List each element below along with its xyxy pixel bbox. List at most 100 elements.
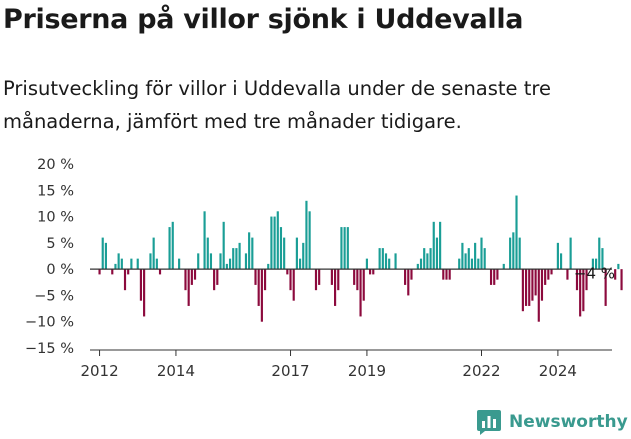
chart-title: Priserna på villor sjönk i Uddevalla <box>3 4 524 35</box>
bar-113 <box>458 258 461 270</box>
chart-subtitle: Prisutveckling för villor i Uddevalla un… <box>3 77 551 133</box>
bar-8 <box>123 269 127 291</box>
bar-117 <box>470 258 474 270</box>
bar-29 <box>190 269 193 285</box>
y-tick-label: 20 % <box>37 157 74 173</box>
bar-140 <box>544 269 547 285</box>
bar-63 <box>298 258 302 270</box>
bar-150 <box>575 269 579 291</box>
bar-102 <box>423 248 426 270</box>
bar-82 <box>359 269 362 317</box>
bar-7 <box>120 258 123 270</box>
bar-85 <box>369 269 372 275</box>
bar-152 <box>582 269 585 312</box>
bar-97 <box>407 269 410 296</box>
bar-119 <box>477 258 480 270</box>
bar-73 <box>330 269 333 285</box>
bar-120 <box>480 237 483 270</box>
bar-81 <box>356 269 359 291</box>
bar-69 <box>318 269 321 285</box>
bar-2 <box>104 242 107 270</box>
bar-13 <box>139 269 142 301</box>
bar-88 <box>378 248 381 270</box>
bar-41 <box>228 258 232 270</box>
bar-101 <box>419 258 423 270</box>
bar-151 <box>579 269 582 317</box>
bar-0 <box>98 269 101 275</box>
newsworthy-logo: Newsworthy <box>476 407 628 437</box>
bar-153 <box>585 269 588 291</box>
bar-25 <box>178 258 181 270</box>
bar-50 <box>257 269 260 306</box>
y-axis: 20 % 15 % 10 % 5 % 0 % −5 % −10 % −15 % <box>25 157 74 357</box>
bar-18 <box>155 258 158 270</box>
bar-125 <box>496 269 499 280</box>
bar-53 <box>267 263 270 270</box>
x-tick-label: 2022 <box>462 362 500 380</box>
bar-100 <box>416 263 419 270</box>
bar-43 <box>235 248 238 270</box>
bar-chart-icon <box>477 410 501 435</box>
bar-136 <box>531 269 534 301</box>
bar-157 <box>598 237 601 270</box>
bar-36 <box>213 269 216 291</box>
bar-90 <box>384 253 388 270</box>
bar-27 <box>184 269 187 291</box>
bar-135 <box>528 269 531 306</box>
bar-47 <box>248 232 251 270</box>
bar-35 <box>209 253 213 270</box>
y-tick-label: 5 % <box>46 236 74 252</box>
bar-162 <box>614 269 617 280</box>
bar-84 <box>365 258 368 270</box>
bar-106 <box>435 237 439 270</box>
bar-33 <box>203 211 206 270</box>
bar-77 <box>343 227 346 270</box>
bar-124 <box>493 269 496 285</box>
bar-80 <box>353 269 356 285</box>
x-tick-label: 2024 <box>539 362 577 380</box>
bar-48 <box>251 237 254 270</box>
bar-16 <box>149 253 152 270</box>
bar-65 <box>305 200 308 270</box>
bar-159 <box>604 269 607 306</box>
bar-131 <box>515 195 518 270</box>
y-tick-label: 0 % <box>46 262 74 278</box>
bar-31 <box>197 253 200 270</box>
bar-38 <box>219 253 222 270</box>
bar-93 <box>394 253 397 270</box>
bar-52 <box>263 269 267 291</box>
bar-116 <box>467 248 470 270</box>
bar-64 <box>302 242 305 270</box>
bar-129 <box>509 237 512 270</box>
y-tick-label: 10 % <box>37 210 74 226</box>
bar-104 <box>429 248 432 270</box>
y-tick-label: −15 % <box>25 341 74 357</box>
x-tick-label: 2019 <box>348 362 386 380</box>
bar-148 <box>569 237 572 270</box>
bar-137 <box>534 269 537 296</box>
bar-144 <box>556 242 559 270</box>
bar-55 <box>273 216 276 270</box>
bar-51 <box>260 269 263 322</box>
bar-57 <box>279 227 283 270</box>
bar-78 <box>346 227 349 270</box>
bar-130 <box>512 232 515 270</box>
bar-115 <box>464 253 467 270</box>
bar-121 <box>483 248 486 270</box>
bars-group <box>98 195 623 322</box>
brand-name: Newsworthy <box>509 412 628 432</box>
bar-156 <box>595 258 598 270</box>
y-tick-label: −10 % <box>25 315 74 331</box>
bar-155 <box>591 258 594 270</box>
bar-42 <box>232 248 235 270</box>
bar-56 <box>276 211 279 270</box>
bar-22 <box>168 227 171 270</box>
bar-61 <box>292 269 295 301</box>
bar-118 <box>474 242 477 270</box>
x-tick-label: 2012 <box>80 362 118 380</box>
bar-58 <box>283 237 286 270</box>
bar-14 <box>143 269 146 317</box>
bar-127 <box>502 263 505 270</box>
bar-30 <box>193 269 197 280</box>
bar-76 <box>340 227 343 270</box>
